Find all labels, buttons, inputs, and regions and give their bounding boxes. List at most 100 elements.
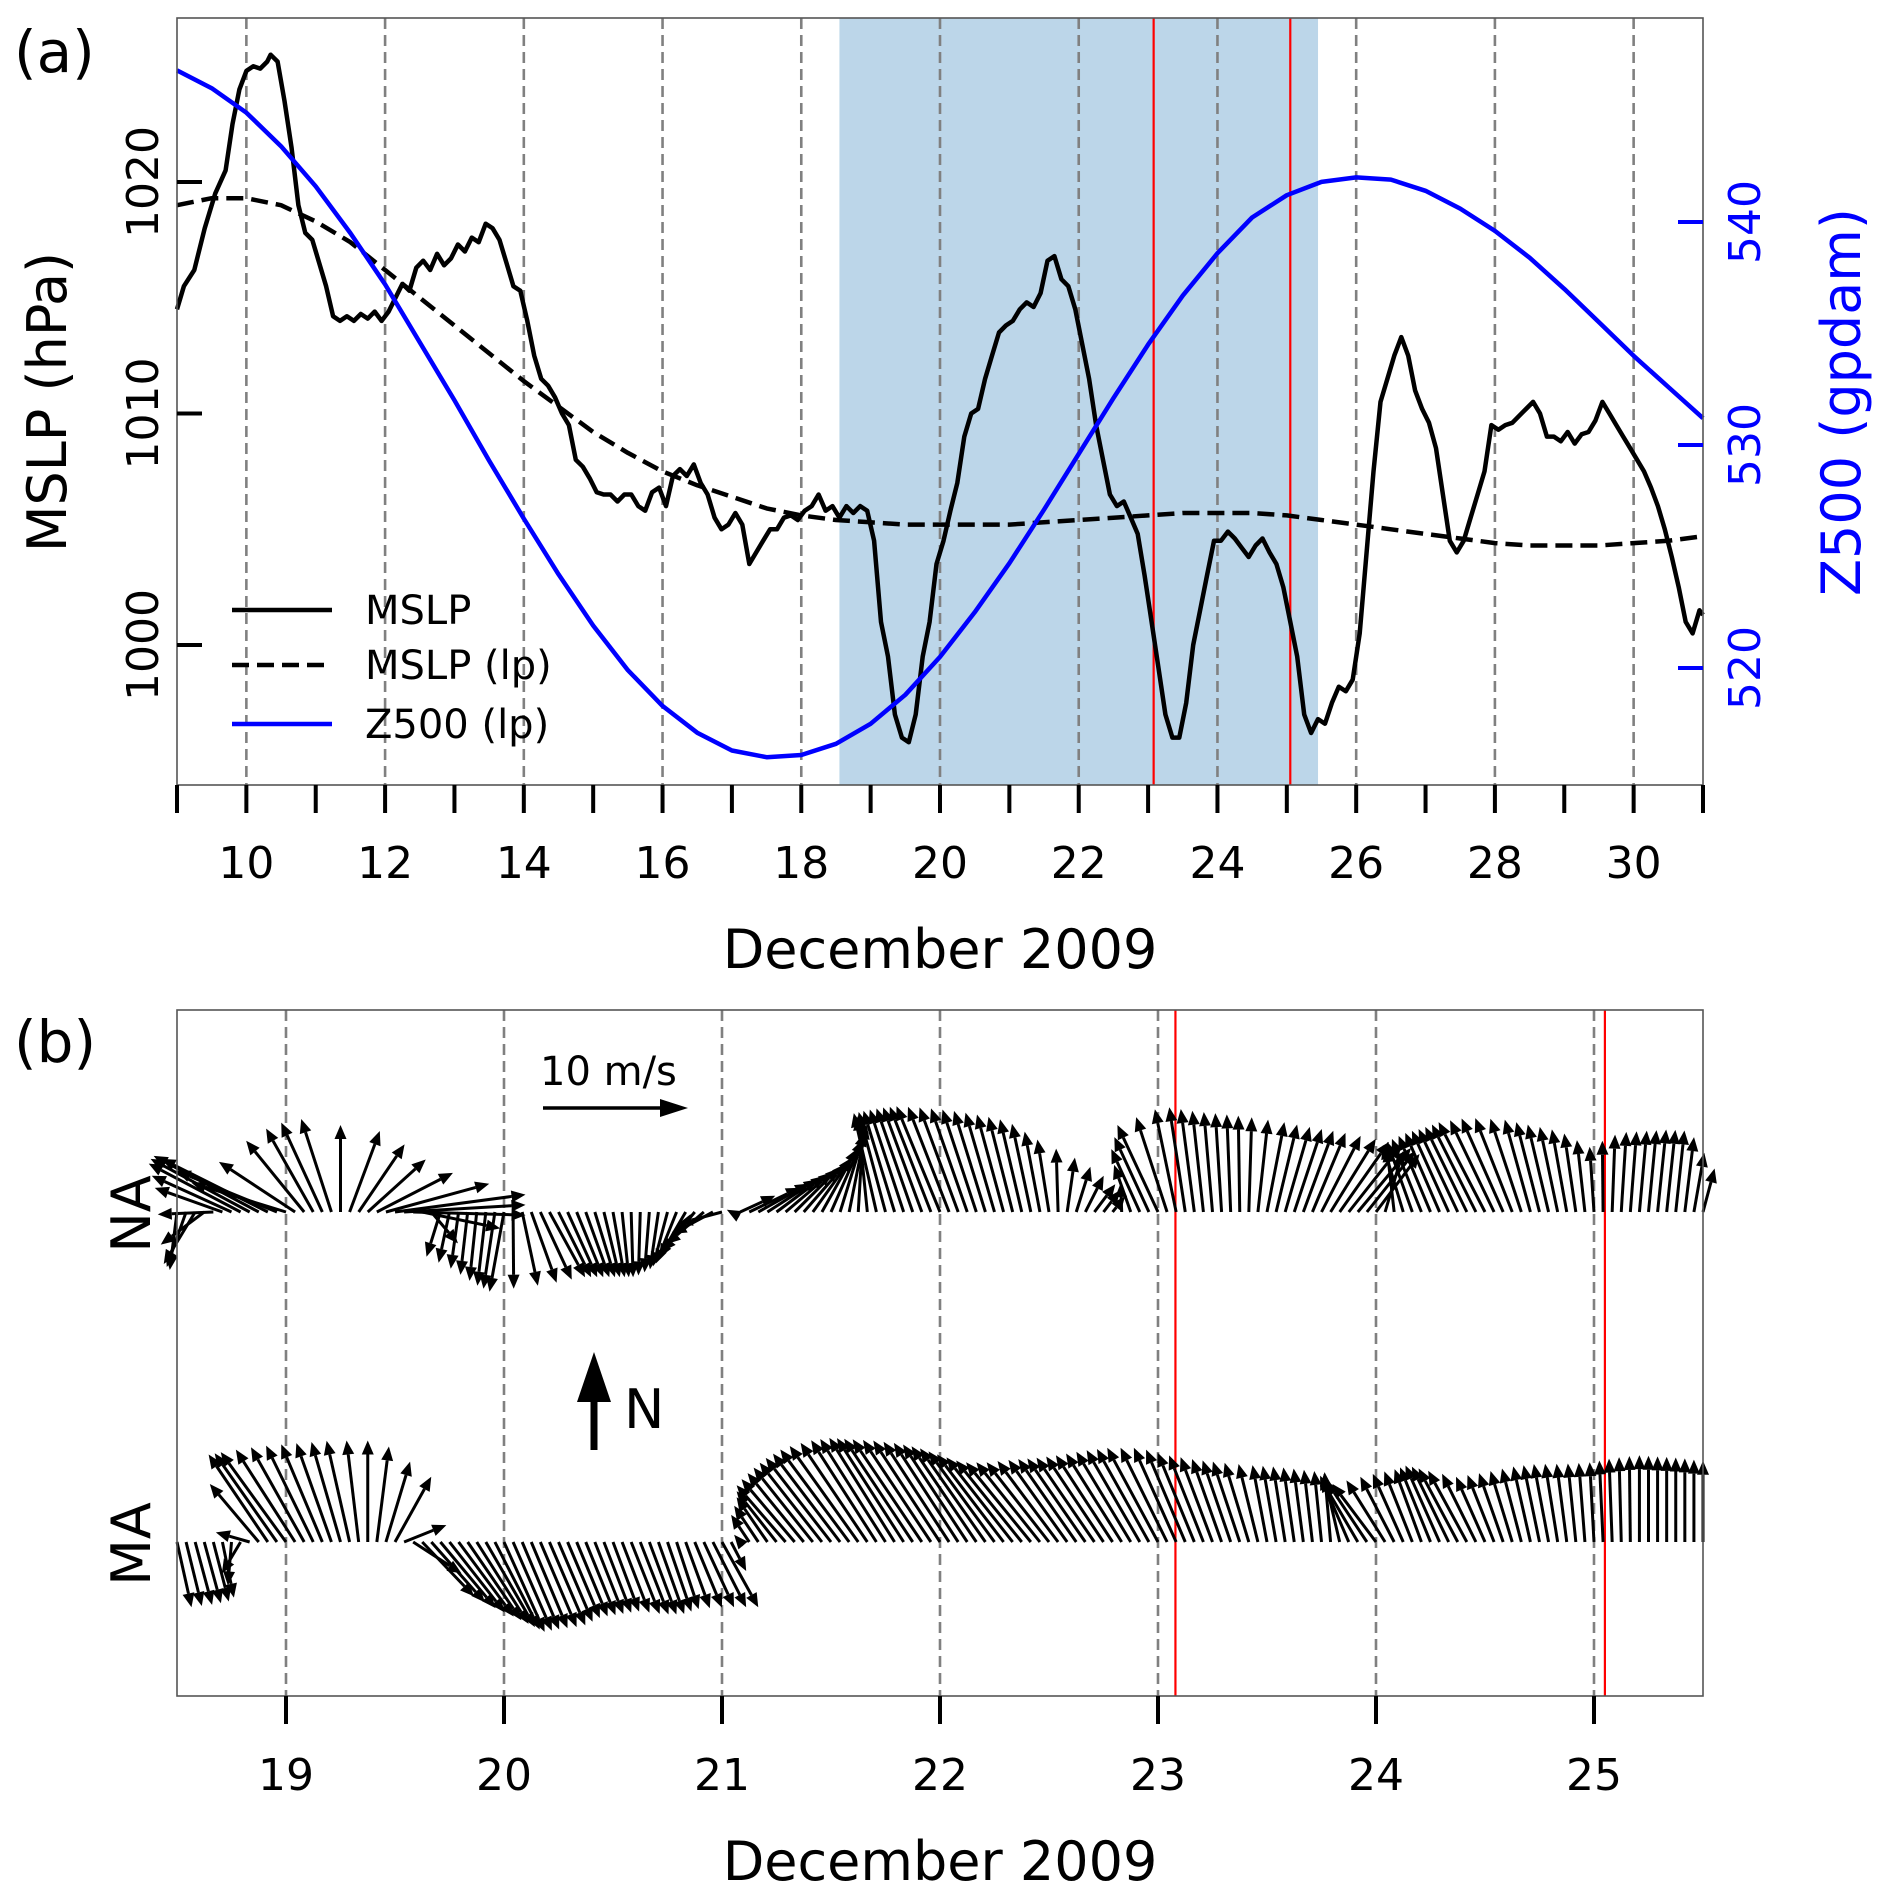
wind-vector <box>784 1180 823 1214</box>
wind-vector-head <box>688 1594 701 1610</box>
wind-vector-head <box>907 1106 919 1122</box>
y-tick-label: 1020 <box>118 126 169 238</box>
wind-vector-head <box>1623 1455 1636 1471</box>
wind-vector <box>650 1211 660 1256</box>
wind-vector <box>228 1534 251 1544</box>
wind-vector-head <box>1584 1146 1597 1162</box>
wind-vector <box>1156 1122 1178 1213</box>
wind-vector-head <box>1332 1484 1346 1499</box>
wind-vector-head <box>1009 1123 1021 1139</box>
wind-vector <box>1339 1494 1378 1543</box>
wind-vector-head <box>1383 1471 1396 1487</box>
wind-vector <box>1121 1137 1160 1213</box>
wind-vector-head <box>460 1582 475 1597</box>
wind-vector <box>1443 1133 1487 1213</box>
wind-vector <box>421 1540 466 1588</box>
wind-vector-head <box>208 1454 222 1470</box>
wind-vector <box>1326 1489 1360 1543</box>
wind-vector-head <box>182 1592 195 1608</box>
wind-vector <box>740 1516 760 1543</box>
wind-vector-head <box>556 1613 568 1629</box>
wind-vector-head <box>1008 1459 1022 1475</box>
wind-vector <box>1674 1144 1685 1213</box>
wind-vector-head <box>800 1442 814 1458</box>
y-axis-left: 1000 1010 1020 <box>118 126 202 701</box>
wind-vector-head <box>883 1441 897 1457</box>
wind-vector <box>755 1483 805 1543</box>
wind-vector-head <box>1552 1463 1565 1479</box>
wind-vector-head <box>323 1440 336 1456</box>
wind-vector <box>1552 1142 1569 1213</box>
wind-vector-head <box>946 1457 960 1473</box>
wind-vector <box>484 1541 530 1616</box>
wind-vector <box>909 1455 969 1543</box>
wind-vector <box>1365 1488 1396 1543</box>
wind-vector-head <box>1187 1110 1200 1126</box>
wind-vector <box>375 1460 389 1543</box>
wind-vector <box>1015 1470 1069 1543</box>
wind-vector <box>584 1211 606 1265</box>
wind-vector <box>1395 1151 1423 1213</box>
wind-vector <box>720 1541 753 1596</box>
wind-vector-head <box>1334 1132 1346 1149</box>
wind-vector-head <box>672 1221 688 1234</box>
north-label: N <box>624 1378 664 1441</box>
vertical-gridlines <box>245 18 1635 785</box>
wind-vector <box>1610 1148 1617 1213</box>
wind-vector-head <box>574 1610 586 1626</box>
wind-vector <box>1656 1143 1667 1213</box>
wind-vector <box>611 1211 624 1264</box>
wind-vector <box>1102 1460 1151 1543</box>
wind-vector <box>394 1194 512 1214</box>
panel-a: (a) 10 12 14 16 18 20 22 24 26 28 30 100010101020 … <box>14 17 1873 981</box>
wind-vector <box>529 1211 554 1271</box>
wind-vector-head <box>1299 1469 1312 1485</box>
wind-vector-head <box>1221 1114 1234 1129</box>
wind-vector-head <box>1678 1458 1691 1473</box>
wind-vector-head <box>1092 1175 1104 1191</box>
wind-vector <box>973 1472 1032 1543</box>
wind-vector-head <box>1548 1129 1561 1145</box>
wind-vector <box>1253 1478 1269 1543</box>
wind-vector <box>1237 1129 1242 1213</box>
x-tick-label: 25 <box>1566 1750 1622 1801</box>
wind-vector <box>460 1211 470 1262</box>
wind-vector-head <box>281 1444 293 1460</box>
wind-vector-head <box>579 1262 592 1278</box>
wind-vector <box>227 1541 242 1563</box>
wind-vector-head <box>1633 1455 1646 1470</box>
wind-vector <box>860 1125 887 1213</box>
wind-vector-head <box>612 1598 624 1615</box>
wind-vector <box>1479 1130 1514 1213</box>
wind-vector-head <box>1572 1140 1585 1155</box>
wind-vector-head <box>419 1476 432 1492</box>
wind-vector <box>620 1211 629 1264</box>
wind-vector <box>511 1541 548 1619</box>
wind-vector <box>807 1453 869 1543</box>
wind-vector-head <box>1461 1118 1473 1134</box>
wind-vector <box>429 1211 442 1244</box>
wind-vector <box>163 1180 233 1214</box>
wind-vector <box>1524 1478 1541 1543</box>
wind-vector <box>1534 1477 1551 1543</box>
wind-vector-head <box>225 1582 237 1598</box>
wind-vector-head <box>952 1110 964 1127</box>
wind-vector-head <box>974 1114 987 1130</box>
wind-vector <box>1692 1166 1704 1213</box>
y-tick-label: 1010 <box>118 358 169 470</box>
wind-vector-head <box>1488 1470 1501 1487</box>
wind-vector <box>869 1450 933 1543</box>
wind-vector <box>1301 1143 1330 1213</box>
x-tick-label: 30 <box>1606 838 1662 889</box>
wind-vector <box>1119 1196 1124 1213</box>
wind-vector-head <box>1036 1457 1050 1473</box>
wind-vector <box>430 1541 477 1593</box>
wind-vector <box>743 1507 769 1543</box>
wind-vector <box>548 1541 582 1614</box>
wind-vector-head <box>1210 1113 1223 1128</box>
wind-vector-head <box>176 1170 192 1182</box>
wind-vector-head <box>251 1447 264 1463</box>
wind-vector <box>1460 1488 1487 1543</box>
wind-vector-head <box>1117 1125 1129 1141</box>
wind-vector-head <box>1080 1166 1092 1182</box>
